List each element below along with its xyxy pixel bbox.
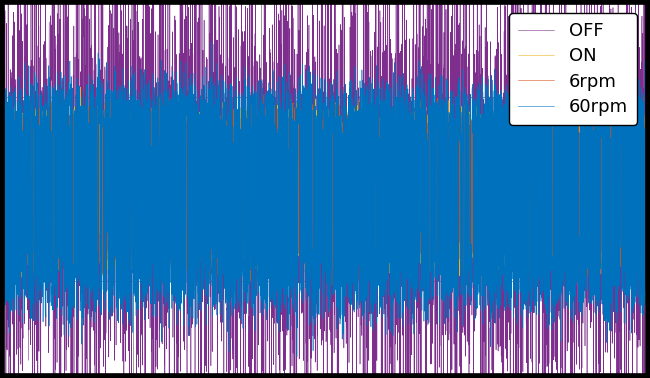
Line: 60rpm: 60rpm (4, 42, 645, 357)
Line: OFF: OFF (4, 0, 645, 378)
OFF (528, 11, 536, 15)
ON (0, 112, 8, 116)
6rpm (246, 122, 254, 127)
ON (246, 249, 254, 254)
ON (117, 249, 125, 253)
6rpm (528, 135, 536, 140)
OFF (0, 130, 8, 135)
ON (275, 283, 283, 287)
Line: ON: ON (4, 87, 645, 285)
6rpm (642, 256, 649, 260)
ON (76, 85, 84, 89)
Legend: OFF, ON, 6rpm, 60rpm: OFF, ON, 6rpm, 60rpm (509, 13, 637, 125)
6rpm (117, 144, 125, 149)
6rpm (479, 127, 487, 132)
OFF (642, 283, 649, 287)
ON (528, 125, 536, 129)
6rpm (64, 89, 72, 94)
60rpm (208, 40, 216, 45)
60rpm (528, 91, 536, 96)
60rpm (117, 134, 125, 138)
6rpm (417, 132, 425, 136)
ON (479, 124, 487, 129)
60rpm (293, 355, 301, 359)
OFF (418, 67, 426, 71)
ON (418, 143, 426, 147)
60rpm (385, 123, 393, 128)
6rpm (385, 135, 393, 139)
60rpm (479, 282, 487, 287)
ON (385, 121, 393, 125)
60rpm (642, 74, 649, 79)
60rpm (0, 305, 8, 310)
ON (642, 129, 649, 133)
6rpm (0, 131, 8, 135)
60rpm (246, 73, 254, 77)
60rpm (418, 64, 426, 69)
Line: 6rpm: 6rpm (4, 91, 645, 286)
6rpm (459, 284, 467, 288)
